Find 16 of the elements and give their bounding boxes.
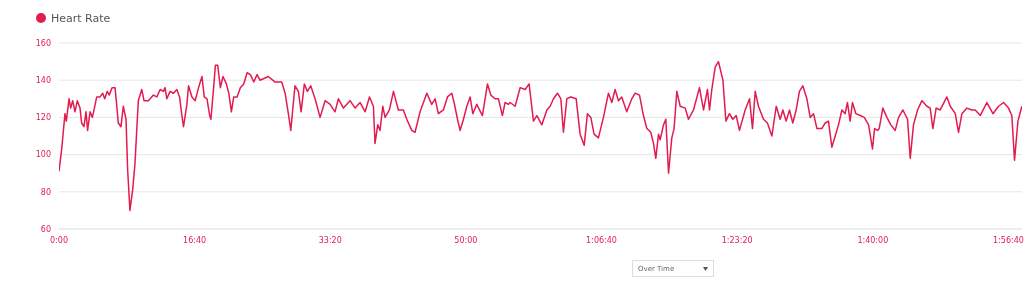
x-tick-label: 50:00 — [454, 235, 478, 245]
x-tick-label: 1:23:20 — [721, 235, 753, 245]
x-tick-label: 0:00 — [50, 235, 68, 245]
y-tick-label: 140 — [35, 76, 51, 86]
x-tick-label: 1:40:00 — [857, 235, 889, 245]
x-tick-label: 1:56:40 — [993, 235, 1024, 245]
line-series — [59, 60, 1022, 212]
y-tick-label: 60 — [40, 224, 51, 234]
legend-label: Heart Rate — [51, 11, 111, 25]
y-tick-label: 80 — [40, 187, 51, 197]
x-tick-label: 33:20 — [318, 235, 342, 245]
x-tick-label: 1:06:40 — [586, 235, 617, 245]
x-tick-label: 16:40 — [183, 235, 207, 245]
y-tick-label: 160 — [35, 38, 51, 48]
y-tick-label: 100 — [35, 150, 51, 160]
y-tick-label: 120 — [35, 113, 51, 123]
